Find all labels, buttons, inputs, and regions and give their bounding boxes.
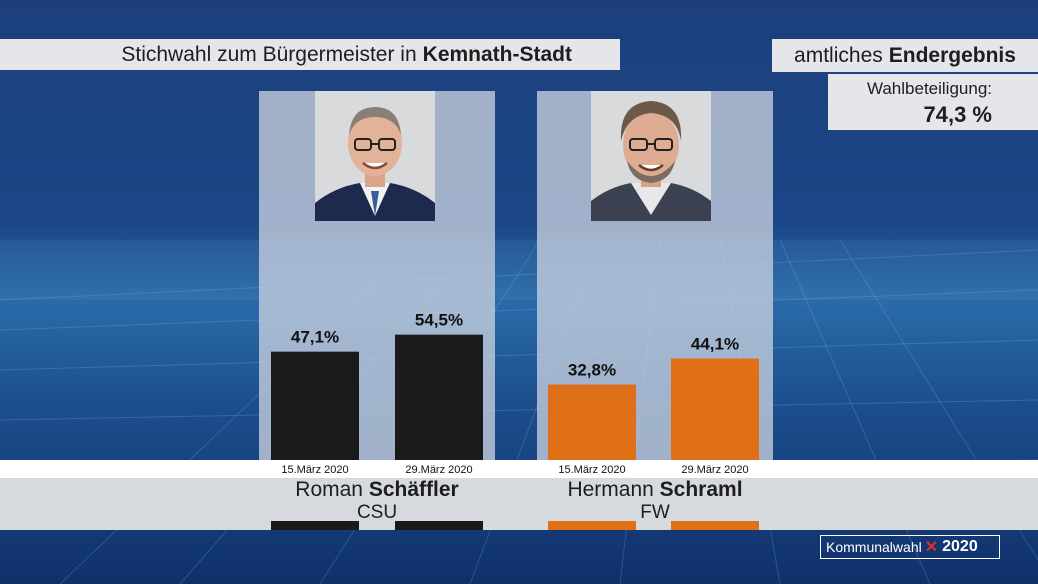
date-label: 15.März 2020 [558, 464, 625, 476]
date-label: 15.März 2020 [281, 464, 348, 476]
turnout-label: Wahlbeteiligung: [866, 79, 992, 98]
bar-reflection [548, 521, 636, 530]
result-prefix: amtliches [794, 43, 883, 67]
bar-reflection [671, 521, 759, 530]
bar-reflection [395, 521, 483, 530]
ballot-cross-icon: ✕ [924, 539, 939, 556]
result-status: amtliches Endergebnis [772, 39, 1038, 72]
bar-schraml-1 [548, 384, 636, 460]
candidate-last-name: Schäffler [368, 478, 459, 501]
data-label: 32,8% [568, 361, 616, 380]
date-label: 29.März 2020 [405, 464, 472, 476]
chart-title: Stichwahl zum Bürgermeister in Kemnath-S… [0, 39, 620, 70]
kommunalwahl-logo: Kommunalwahl ✕ 2020 [820, 535, 1000, 559]
title-prefix: Stichwahl zum Bürgermeister in [121, 42, 417, 66]
candidate-photo-schraml [591, 91, 711, 221]
candidate-party-schaeffler: CSU [356, 502, 398, 523]
candidate-name-schaeffler: Roman Schäffler [259, 478, 495, 502]
bar-reflection [271, 521, 359, 530]
result-bold: Endergebnis [888, 43, 1016, 67]
turnout-box: Wahlbeteiligung: 74,3 % [828, 74, 1038, 130]
candidate-photo-schaeffler [315, 91, 435, 221]
title-place: Kemnath-Stadt [422, 42, 572, 66]
candidate-last-name: Schraml [659, 478, 743, 501]
date-label: 29.März 2020 [681, 464, 748, 476]
data-label: 54,5% [415, 311, 463, 330]
candidate-first-name: Roman [295, 478, 363, 501]
candidate-party-schraml: FW [640, 502, 670, 523]
bar-schaeffler-2 [395, 334, 483, 460]
bar-schaeffler-1 [271, 351, 359, 460]
turnout-value: 74,3 % [923, 102, 993, 127]
name-strip [0, 478, 1038, 530]
logo-year: 2020 [942, 538, 978, 555]
data-label: 44,1% [691, 335, 739, 354]
bar-schraml-2 [671, 358, 759, 460]
candidate-first-name: Hermann [567, 478, 654, 501]
data-label: 47,1% [291, 328, 339, 347]
date-strip [0, 460, 1038, 478]
logo-text: Kommunalwahl [826, 539, 922, 555]
candidate-name-schraml: Hermann Schraml [537, 478, 773, 502]
